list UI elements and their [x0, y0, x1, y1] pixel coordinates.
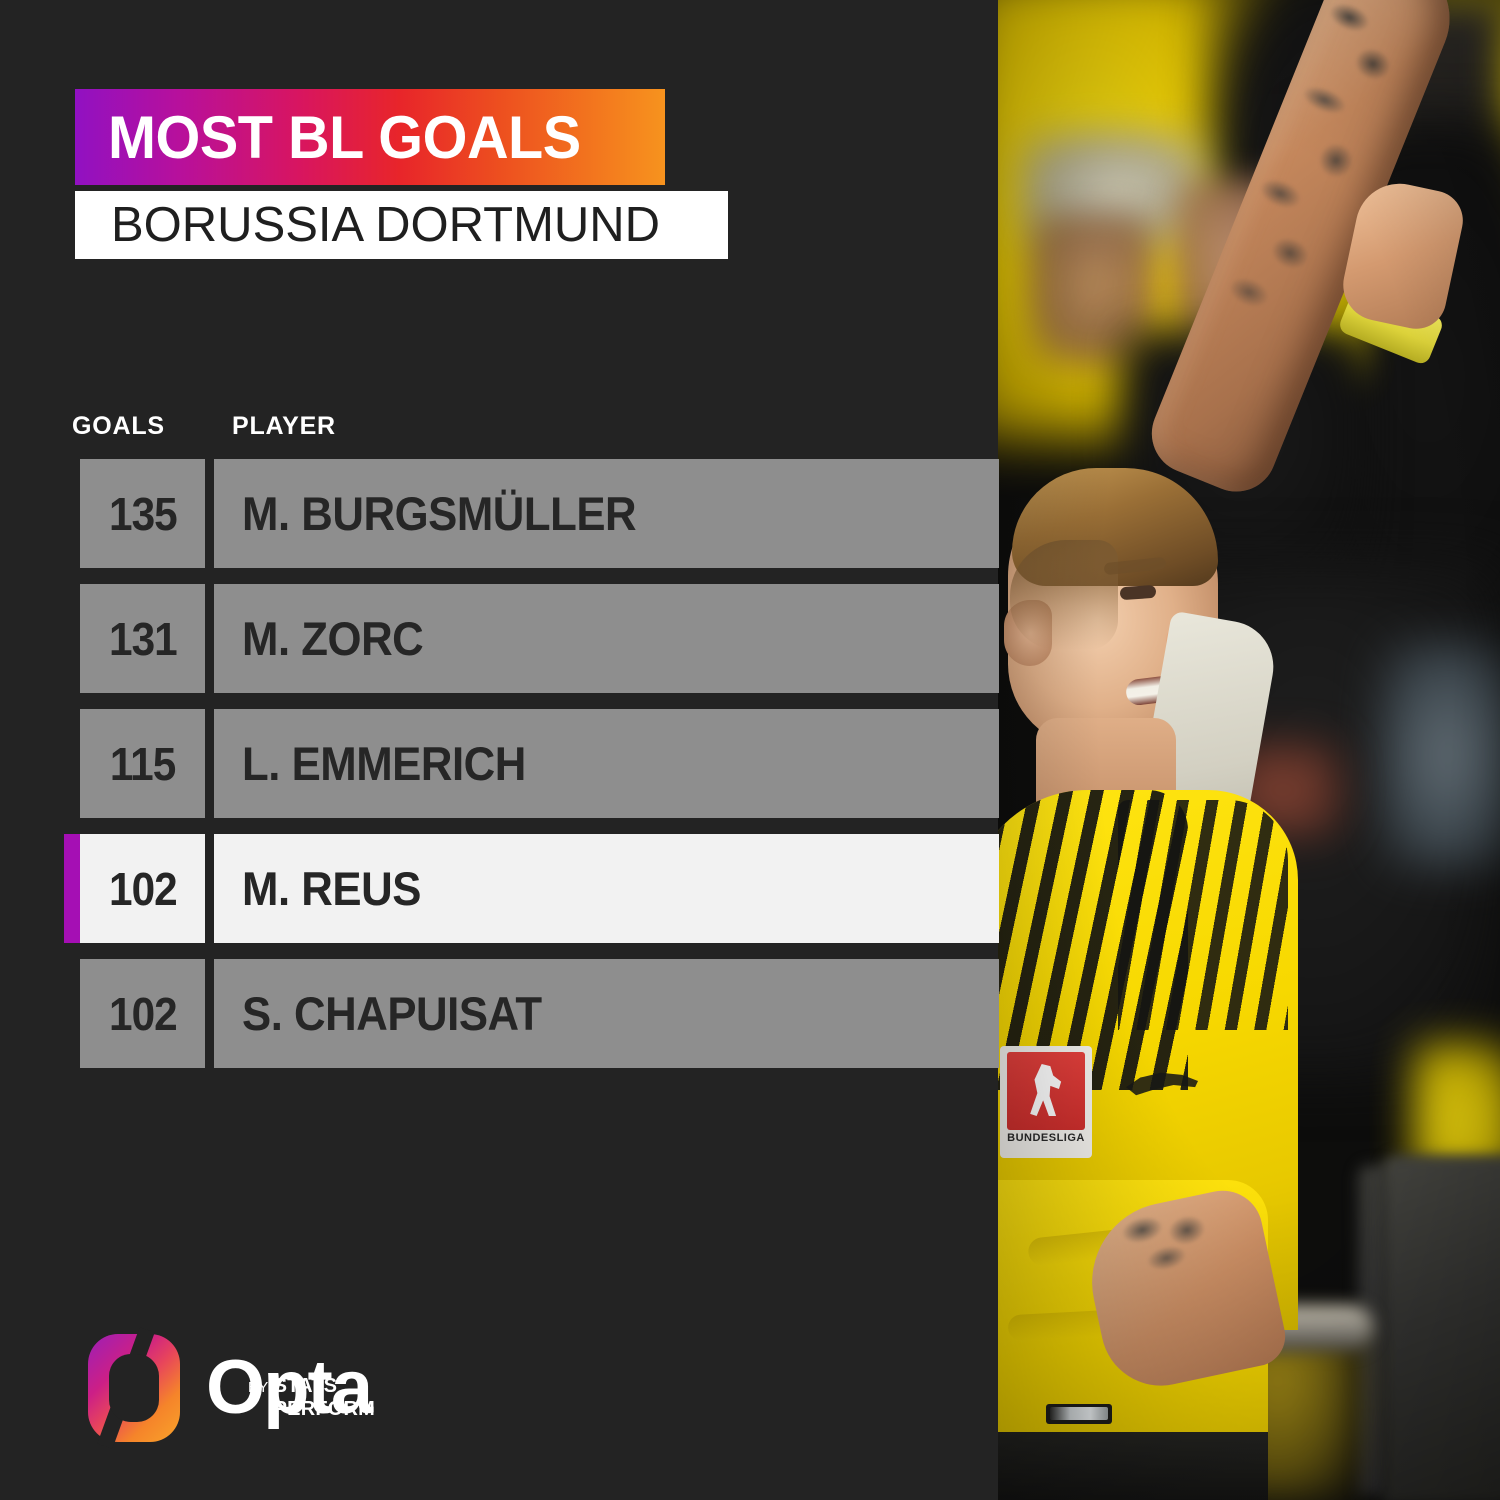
- header-block: MOST BL GOALS BORUSSIA DORTMUND: [75, 89, 728, 259]
- row-accent-bar: [64, 459, 80, 568]
- row-accent-bar: [64, 959, 80, 1068]
- crowd-blur-blue-shape: [1378, 640, 1500, 870]
- player-name: L. EMMERICH: [242, 737, 526, 790]
- player-cell: S. CHAPUISAT: [214, 959, 999, 1068]
- table-row: 135 M. BURGSMÜLLER: [64, 459, 999, 568]
- opta-tagline: BY STATS PERFORM: [248, 1375, 375, 1421]
- bundesliga-badge-text: BUNDESLIGA: [1007, 1132, 1085, 1144]
- goals-cell: 131: [80, 584, 205, 693]
- player-name: M. REUS: [242, 862, 421, 915]
- opta-tagline-brand: STATS PERFORM: [273, 1374, 376, 1420]
- cell-divider: [205, 584, 214, 693]
- column-header-player: PLAYER: [232, 412, 336, 440]
- page-subtitle: BORUSSIA DORTMUND: [111, 198, 661, 252]
- table-row: 131 M. ZORC: [64, 584, 999, 693]
- page-title: MOST BL GOALS: [108, 103, 581, 171]
- opta-mark-counter: [109, 1354, 159, 1422]
- cell-divider: [205, 459, 214, 568]
- goals-cell: 102: [80, 834, 205, 943]
- goals-cell: 102: [80, 959, 205, 1068]
- cell-divider: [205, 959, 214, 1068]
- cell-divider: [205, 709, 214, 818]
- goals-value: 135: [108, 487, 178, 540]
- opta-mark-icon: [88, 1327, 180, 1449]
- player-name: M. BURGSMÜLLER: [242, 487, 637, 540]
- goals-cell: 135: [80, 459, 205, 568]
- subtitle-banner: BORUSSIA DORTMUND: [75, 191, 728, 259]
- row-accent-bar: [64, 834, 80, 943]
- player-name: M. ZORC: [242, 612, 424, 665]
- table-row: 115 L. EMMERICH: [64, 709, 999, 818]
- table-row: 102 S. CHAPUISAT: [64, 959, 999, 1068]
- goals-value: 131: [108, 612, 178, 665]
- opta-wordmark: Opta: [206, 1345, 373, 1431]
- player-photo: BUNDESLIGA: [998, 0, 1500, 1500]
- player-cell: M. REUS: [214, 834, 999, 943]
- player-eye: [1119, 584, 1157, 601]
- stadium-seat: [1383, 1155, 1500, 1500]
- row-accent-bar: [64, 709, 80, 818]
- cell-divider: [205, 834, 214, 943]
- row-accent-bar: [64, 584, 80, 693]
- player-cell: L. EMMERICH: [214, 709, 999, 818]
- player-cell: M. BURGSMÜLLER: [214, 459, 999, 568]
- player-name: S. CHAPUISAT: [242, 987, 542, 1040]
- goals-value: 115: [109, 737, 176, 790]
- opta-wordmark-block: Opta BY STATS PERFORM: [206, 1345, 375, 1431]
- opta-tagline-by: BY: [248, 1378, 269, 1396]
- player-cell: M. ZORC: [214, 584, 999, 693]
- puma-hem-tag-inner: [1050, 1407, 1108, 1420]
- table-row: 102 M. REUS: [64, 834, 999, 943]
- player-shorts: [998, 1432, 1268, 1500]
- goals-value: 102: [108, 862, 178, 915]
- column-header-goals: GOALS: [72, 412, 165, 440]
- title-gradient-banner: MOST BL GOALS: [75, 89, 665, 185]
- goals-table: 135 M. BURGSMÜLLER 131 M. ZORC 115 L. EMMERIC…: [64, 459, 999, 1084]
- goals-value: 102: [108, 987, 178, 1040]
- opta-logo: Opta BY STATS PERFORM: [88, 1327, 375, 1449]
- jersey-stripes-secondary: [1118, 800, 1288, 1030]
- goals-cell: 115: [80, 709, 205, 818]
- player-hair-fade: [1010, 540, 1118, 650]
